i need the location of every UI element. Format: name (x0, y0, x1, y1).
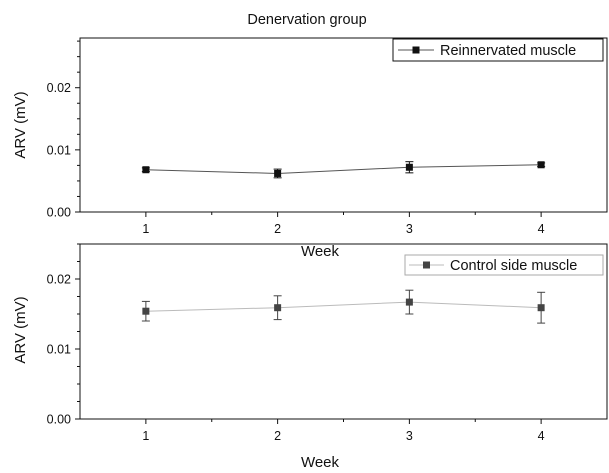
x-tick-label: 3 (406, 429, 413, 443)
data-point-marker (274, 304, 282, 312)
legend-label: Reinnervated muscle (440, 43, 576, 59)
x-tick-label: 1 (142, 222, 149, 236)
legend-label: Control side muscle (450, 258, 577, 274)
legend-marker (423, 261, 430, 269)
data-point-marker (537, 304, 545, 312)
data-point-marker (142, 307, 150, 315)
x-tick-label: 4 (538, 222, 545, 236)
data-point-marker (405, 298, 413, 306)
y-axis-title: ARV (mV) (12, 91, 29, 158)
x-tick-label: 1 (142, 429, 149, 443)
figure-title: Denervation group (247, 12, 366, 28)
data-point-marker (537, 161, 545, 169)
series-line (145, 301, 542, 312)
legend: Control side muscle (404, 254, 604, 276)
chart-panel-control: Week ARV (mV) Control side muscle 1 2 3 4 0.… (12, 243, 608, 471)
x-tick-label: 2 (274, 222, 281, 236)
series-line (145, 164, 542, 174)
legend-box (392, 38, 604, 62)
legend-box (404, 254, 604, 276)
x-tick-label: 2 (274, 429, 281, 443)
x-axis-title: Week (301, 454, 340, 471)
legend: Reinnervated muscle (392, 38, 604, 62)
y-tick-label: 0.01 (47, 343, 71, 357)
data-point-marker (274, 169, 282, 177)
data-point-marker (142, 166, 150, 174)
plot-frame (79, 37, 608, 213)
y-tick-label: 0.01 (47, 143, 71, 157)
chart-panel-reinnervated: Week ARV (mV) Reinnervated muscle 1 2 3 4 0.… (12, 37, 608, 260)
y-tick-label: 0.00 (47, 206, 71, 220)
x-axis-title: Week (301, 243, 340, 260)
y-tick-label: 0.02 (47, 81, 71, 95)
y-tick-label: 0.00 (47, 413, 71, 427)
y-tick-label: 0.02 (47, 273, 71, 287)
x-tick-label: 4 (538, 429, 545, 443)
x-tick-label: 3 (406, 222, 413, 236)
y-axis-title: ARV (mV) (12, 296, 29, 363)
data-point-marker (405, 163, 413, 171)
legend-marker (412, 46, 420, 54)
